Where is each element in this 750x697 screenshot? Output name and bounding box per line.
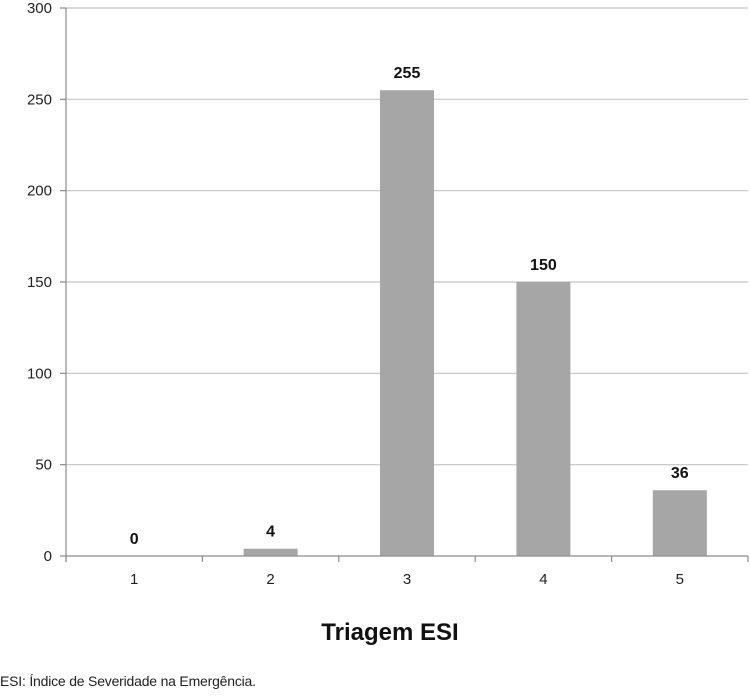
x-tick-label: 2 <box>266 571 274 588</box>
bars <box>243 90 707 556</box>
x-tick-label: 3 <box>403 571 411 588</box>
x-tick-labels: 1 2 3 4 5 <box>130 571 684 588</box>
y-tick-label: 200 <box>27 183 52 200</box>
data-label: 255 <box>394 65 421 82</box>
bar-2 <box>243 548 298 556</box>
data-label: 150 <box>530 257 557 274</box>
y-tick-labels: 0 50 100 150 200 250 300 <box>27 0 52 565</box>
y-tick-label: 50 <box>35 457 52 474</box>
y-tick-label: 300 <box>27 0 52 17</box>
x-tick-label: 5 <box>676 571 684 588</box>
data-label: 4 <box>266 524 275 541</box>
x-axis-title: Triagem ESI <box>321 619 458 646</box>
y-tick-label: 0 <box>44 548 52 565</box>
data-label: 0 <box>130 531 139 548</box>
x-tick-label: 1 <box>130 571 138 588</box>
bar-4 <box>516 282 571 556</box>
bar-5 <box>652 490 707 556</box>
footnote: ESI: Índice de Severidade na Emergência. <box>0 673 256 689</box>
x-tick-label: 4 <box>539 571 547 588</box>
y-tick-label: 250 <box>27 91 52 108</box>
data-label: 36 <box>671 465 689 482</box>
y-tick-label: 100 <box>27 365 52 382</box>
bar-3 <box>380 90 434 556</box>
value-labels: 0 4 255 150 36 <box>130 65 689 548</box>
y-tick-label: 150 <box>27 274 52 291</box>
axes <box>60 7 749 562</box>
